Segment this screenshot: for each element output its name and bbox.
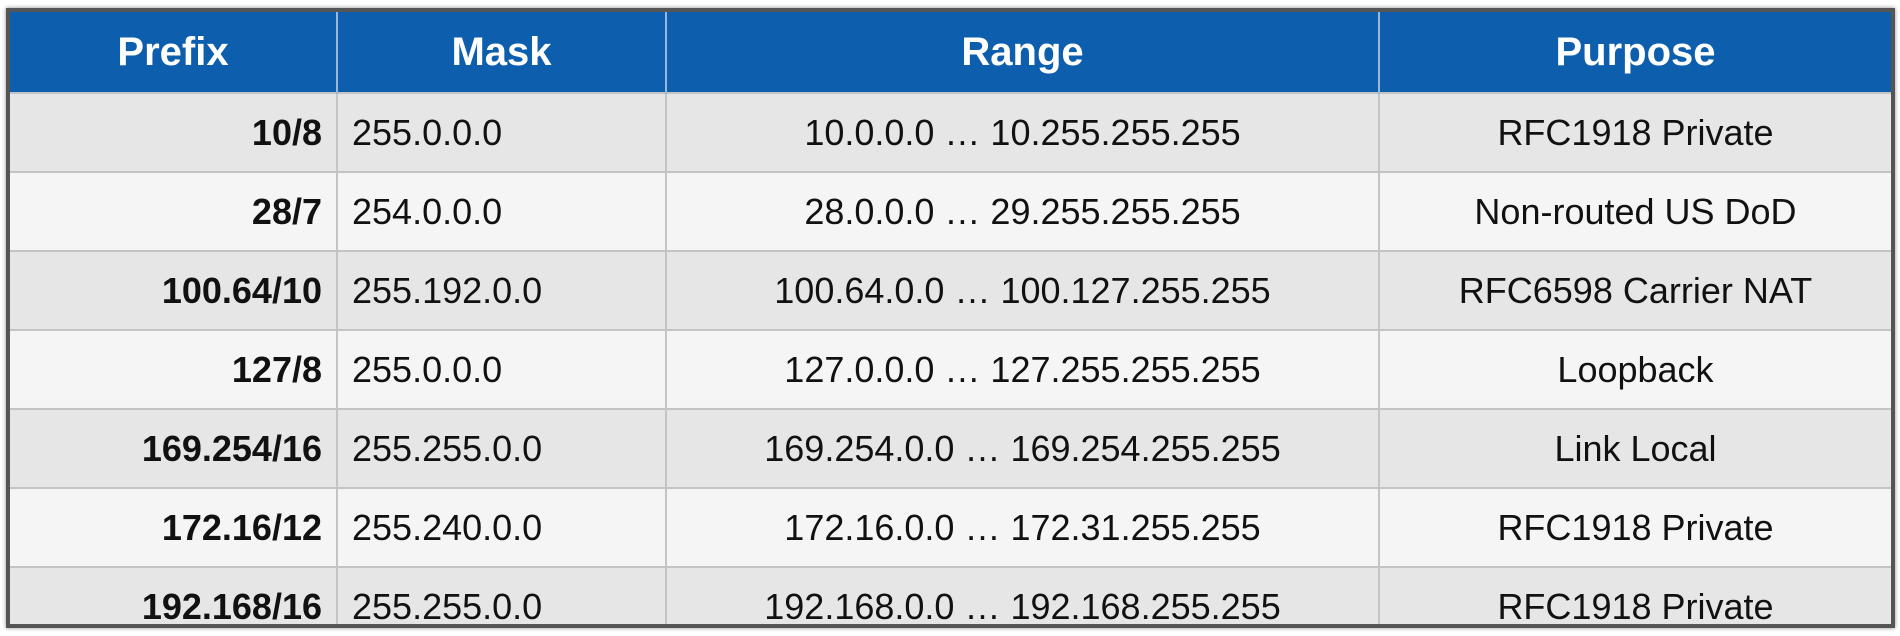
range-cell: 172.16.0.0 … 172.31.255.255 [666, 487, 1380, 567]
prefix-cell: 28/7 [10, 171, 338, 251]
table-row: 192.168/16 255.255.0.0 192.168.0.0 … 192… [10, 566, 1891, 624]
prefix-cell: 10/8 [10, 92, 338, 172]
purpose-cell: RFC1918 Private [1379, 92, 1891, 172]
ip-ranges-table: Prefix Mask Range Purpose 10/8 255.0.0.0… [10, 12, 1891, 624]
table-header: Prefix Mask Range Purpose [10, 12, 1891, 93]
mask-cell: 255.240.0.0 [337, 487, 667, 567]
mask-cell: 255.0.0.0 [337, 92, 667, 172]
range-cell: 10.0.0.0 … 10.255.255.255 [666, 92, 1380, 172]
column-header-purpose: Purpose [1379, 12, 1891, 93]
column-header-prefix: Prefix [10, 12, 338, 93]
mask-cell: 255.255.0.0 [337, 566, 667, 624]
range-cell: 192.168.0.0 … 192.168.255.255 [666, 566, 1380, 624]
table-row: 10/8 255.0.0.0 10.0.0.0 … 10.255.255.255… [10, 92, 1891, 172]
prefix-cell: 169.254/16 [10, 408, 338, 488]
range-cell: 28.0.0.0 … 29.255.255.255 [666, 171, 1380, 251]
table-row: 28/7 254.0.0.0 28.0.0.0 … 29.255.255.255… [10, 171, 1891, 251]
purpose-cell: RFC6598 Carrier NAT [1379, 250, 1891, 330]
range-cell: 100.64.0.0 … 100.127.255.255 [666, 250, 1380, 330]
table-row: 100.64/10 255.192.0.0 100.64.0.0 … 100.1… [10, 250, 1891, 330]
purpose-cell: Loopback [1379, 329, 1891, 409]
purpose-cell: Non-routed US DoD [1379, 171, 1891, 251]
table-body: 10/8 255.0.0.0 10.0.0.0 … 10.255.255.255… [10, 92, 1891, 624]
range-cell: 127.0.0.0 … 127.255.255.255 [666, 329, 1380, 409]
purpose-cell: Link Local [1379, 408, 1891, 488]
prefix-cell: 172.16/12 [10, 487, 338, 567]
header-row: Prefix Mask Range Purpose [10, 12, 1891, 93]
prefix-cell: 192.168/16 [10, 566, 338, 624]
table-row: 172.16/12 255.240.0.0 172.16.0.0 … 172.3… [10, 487, 1891, 567]
column-header-mask: Mask [337, 12, 667, 93]
mask-cell: 254.0.0.0 [337, 171, 667, 251]
purpose-cell: RFC1918 Private [1379, 566, 1891, 624]
ip-ranges-table-container: Prefix Mask Range Purpose 10/8 255.0.0.0… [6, 8, 1895, 628]
table-row: 127/8 255.0.0.0 127.0.0.0 … 127.255.255.… [10, 329, 1891, 409]
table-row: 169.254/16 255.255.0.0 169.254.0.0 … 169… [10, 408, 1891, 488]
mask-cell: 255.0.0.0 [337, 329, 667, 409]
mask-cell: 255.255.0.0 [337, 408, 667, 488]
prefix-cell: 100.64/10 [10, 250, 338, 330]
mask-cell: 255.192.0.0 [337, 250, 667, 330]
column-header-range: Range [666, 12, 1380, 93]
range-cell: 169.254.0.0 … 169.254.255.255 [666, 408, 1380, 488]
purpose-cell: RFC1918 Private [1379, 487, 1891, 567]
prefix-cell: 127/8 [10, 329, 338, 409]
